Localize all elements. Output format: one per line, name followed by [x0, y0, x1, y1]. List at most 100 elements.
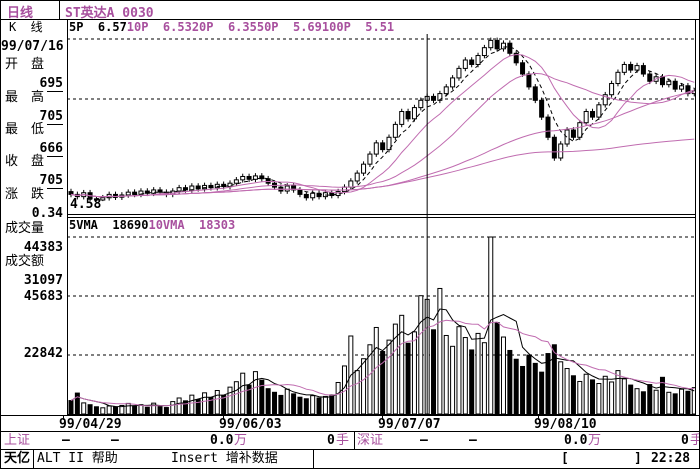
volume-bar: [405, 342, 411, 415]
volume-bar: [291, 393, 297, 415]
candle-body: [545, 116, 551, 138]
volume-bar: [640, 391, 646, 415]
volume-bar: [361, 358, 367, 415]
candle-body: [246, 175, 252, 180]
candle-body: [386, 136, 392, 151]
volume-bar: [113, 406, 119, 415]
volume-bar: [74, 392, 80, 415]
volume-bar: [659, 376, 665, 415]
volume-baseline: [67, 414, 695, 415]
pane-separator: [67, 214, 695, 215]
chart-canvas[interactable]: [67, 34, 697, 415]
sh-dash-2: —: [111, 433, 119, 448]
volume-bar: [278, 394, 284, 415]
volume-bar: [558, 361, 564, 415]
volume-bar: [602, 375, 608, 415]
candle-body: [456, 67, 462, 79]
candle-body: [392, 123, 398, 138]
volume-bar: [679, 388, 685, 415]
volume-bar: [411, 331, 417, 415]
volume-bar: [520, 365, 526, 415]
status-bar: 天亿 ALT II 帮助 Insert 增补数据 [ ] 22:28: [1, 450, 699, 468]
candle-body: [577, 122, 583, 138]
candle-body: [367, 153, 373, 165]
sz-index-name: 深证: [357, 433, 384, 448]
close-value: 705: [39, 173, 63, 189]
help-hint[interactable]: ALT II 帮助: [37, 451, 118, 466]
volume-bar: [647, 384, 653, 415]
candle-body: [628, 63, 634, 71]
volume-bar: [373, 326, 379, 415]
sh-dash-1: —: [62, 433, 70, 448]
status-divider-2: [313, 450, 314, 468]
volume-bar: [570, 375, 576, 415]
volume-bar: [539, 371, 545, 415]
candle-body: [602, 94, 608, 106]
candle-body: [558, 143, 564, 159]
price-ma5-line: [70, 46, 695, 199]
volume-bar: [272, 391, 278, 415]
volume-bar: [392, 323, 398, 415]
candle-body: [634, 65, 640, 71]
candle-body: [151, 189, 157, 194]
title-bar: 日线 ST英达A 0030: [1, 1, 699, 21]
candle-body: [590, 111, 596, 118]
volume-bar: [545, 353, 551, 415]
change-label: 涨 跌: [5, 187, 45, 202]
volume-bar: [672, 393, 678, 415]
sh-lots: 0: [327, 433, 335, 448]
date-label-3: 99/07/07: [378, 417, 441, 432]
volume-bar: [240, 372, 246, 415]
volume-bar: [475, 332, 481, 415]
candle-body: [507, 42, 513, 54]
title-divider: [59, 1, 60, 19]
candles-layer: [68, 37, 697, 202]
amount-value: 31097: [23, 273, 63, 288]
candle-body: [125, 191, 131, 196]
volume-bar: [386, 339, 392, 415]
candle-body: [68, 191, 74, 195]
candle-body: [500, 42, 506, 50]
vma10-label: 10VMA 18303: [148, 218, 236, 232]
volume-bar: [596, 383, 602, 415]
pane-separator: [67, 217, 695, 218]
high-value: 705: [39, 109, 63, 125]
candle-body: [233, 179, 239, 184]
candle-body: [431, 95, 437, 101]
volume-bar: [176, 397, 182, 415]
candle-body: [659, 76, 665, 86]
candle-body: [475, 55, 481, 65]
date-label-4: 99/08/10: [534, 417, 597, 432]
volume-bar: [144, 406, 150, 415]
market-divider: [354, 432, 355, 449]
volume-bar: [653, 389, 659, 415]
volume-bar: [431, 329, 437, 415]
ma20-label: 20P 6.35: [191, 20, 257, 34]
volume-bar: [119, 404, 125, 415]
volume-bar: [100, 407, 106, 415]
volume-bar: [691, 387, 697, 415]
candle-body: [596, 104, 602, 118]
volume-bar: [182, 400, 188, 415]
candle-body: [672, 80, 678, 90]
volume-bar: [195, 399, 201, 415]
volume-value: 44383: [23, 240, 63, 255]
volume-bar: [551, 344, 557, 415]
volume-bar: [615, 370, 621, 415]
volume-bar: [354, 370, 360, 415]
candle-body: [252, 175, 258, 180]
chart-bottom-border: [1, 415, 699, 416]
candle-body: [182, 187, 188, 191]
volume-bar: [329, 394, 335, 415]
volume-bar: [367, 344, 373, 415]
volume-bar: [310, 395, 316, 415]
price-ma20-line: [70, 72, 695, 198]
insert-hint[interactable]: Insert 增补数据: [171, 451, 278, 466]
volume-bar: [303, 398, 309, 415]
sz-amount-unit: 万: [588, 433, 602, 448]
volume-bar: [450, 345, 456, 415]
volume-bar: [81, 402, 87, 415]
price-ma100-line: [70, 138, 695, 198]
progress-bracket-close: ]: [634, 451, 642, 466]
candle-body: [621, 63, 627, 73]
